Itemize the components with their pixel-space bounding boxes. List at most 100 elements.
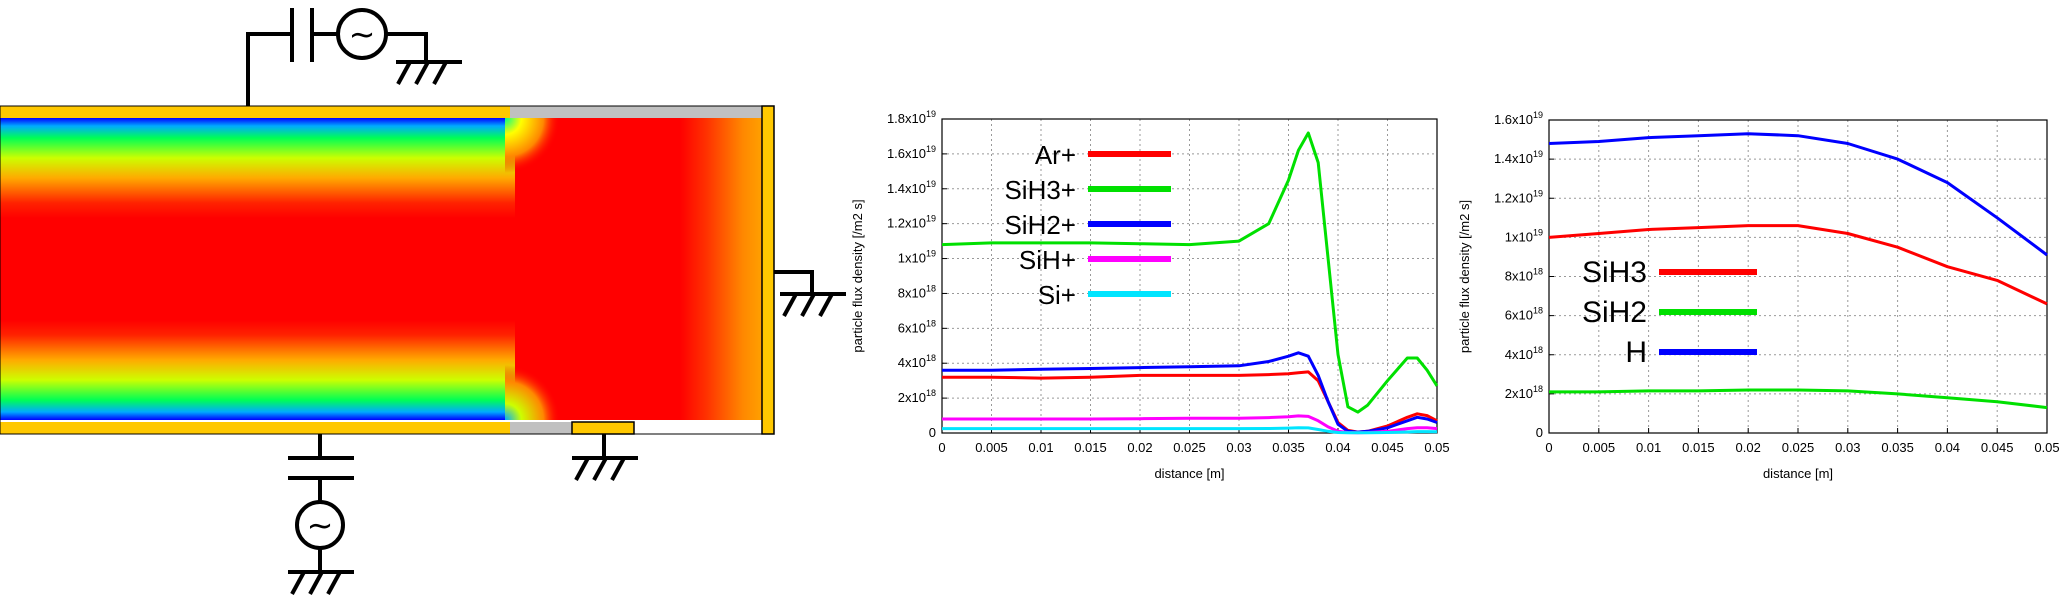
y-tick-label: 6x1018 — [898, 318, 936, 335]
y-tick-mantissa: 4x10 — [1505, 347, 1533, 362]
y-tick-exponent: 19 — [1533, 110, 1543, 120]
ion-flux-chart: 0 0.005 0.01 0.015 0.02 0.025 0.03 0.035 0.04 0.0… — [850, 109, 1450, 481]
legend-label-SiH3: SiH3 — [1582, 256, 1647, 289]
x-tick-label: 0.03 — [1226, 440, 1251, 455]
series-line-SiH3+ — [941, 131, 1439, 414]
x-tick-label: 0.02 — [1736, 440, 1761, 455]
y-tick-mantissa: 1x10 — [1505, 229, 1533, 244]
x-tick-label: 0.005 — [1583, 440, 1616, 455]
x-tick-label: 0.045 — [1371, 440, 1404, 455]
x-tick-label: 0 — [938, 440, 945, 455]
y-tick-label: 1x1019 — [898, 249, 936, 266]
y-tick-mantissa: 2x10 — [898, 390, 926, 405]
side-wall-electrode — [761, 105, 775, 435]
x-tick-label: 0.01 — [1028, 440, 1053, 455]
x-tick-label: 0.035 — [1881, 440, 1914, 455]
y-tick-exponent: 19 — [1533, 149, 1543, 159]
y-tick-exponent: 19 — [926, 249, 936, 259]
legend-label-SiH2+: SiH2+ — [1004, 210, 1076, 240]
y-tick-exponent: 18 — [926, 388, 936, 398]
y-tick-exponent: 18 — [926, 283, 936, 293]
y-tick-exponent: 18 — [1533, 384, 1543, 394]
y-tick-mantissa: 1.4x10 — [887, 181, 926, 196]
x-tick-label: 0.025 — [1782, 440, 1815, 455]
x-axis-label: distance [m] — [1763, 466, 1833, 481]
y-tick-exponent: 18 — [1533, 267, 1543, 277]
y-tick-label: 8x1018 — [1505, 267, 1543, 284]
y-tick-label: 1.6x1019 — [887, 144, 936, 161]
series-line-H — [1548, 132, 2048, 257]
top-rf-circuit — [246, 8, 462, 106]
x-tick-label: 0.04 — [1935, 440, 1960, 455]
y-tick-label: 4x1018 — [1505, 345, 1543, 362]
y-axis-label: particle flux density [/m2 s] — [850, 199, 865, 352]
bottom-ground-ring — [571, 421, 635, 435]
x-tick-label: 0.005 — [975, 440, 1008, 455]
radical-flux-chart: 0 0.005 0.01 0.015 0.02 0.025 0.03 0.035 0.04 0.0… — [1457, 110, 2060, 481]
y-tick-exponent: 18 — [1533, 345, 1543, 355]
y-tick-mantissa: 6x10 — [898, 320, 926, 335]
x-tick-label: 0.015 — [1682, 440, 1715, 455]
y-tick-exponent: 18 — [926, 353, 936, 363]
bottom-rf-circuit — [288, 434, 354, 595]
x-axis-label: distance [m] — [1154, 466, 1224, 481]
legend-label-SiH+: SiH+ — [1019, 245, 1076, 275]
y-tick-mantissa: 0 — [929, 425, 936, 440]
y-tick-mantissa: 2x10 — [1505, 386, 1533, 401]
y-tick-mantissa: 8x10 — [1505, 269, 1533, 284]
x-tick-label: 0.025 — [1173, 440, 1206, 455]
legend-label-Si+: Si+ — [1038, 280, 1076, 310]
y-tick-mantissa: 1.2x10 — [1494, 190, 1533, 205]
y-tick-label: 8x1018 — [898, 283, 936, 300]
legend-label-SiH2: SiH2 — [1582, 296, 1647, 329]
y-tick-label: 2x1018 — [898, 388, 936, 405]
y-axis-label: particle flux density [/m2 s] — [1457, 200, 1472, 353]
y-tick-exponent: 19 — [1533, 227, 1543, 237]
plot-frame — [1548, 119, 2048, 434]
top-insulator — [510, 106, 762, 118]
y-tick-mantissa: 1.4x10 — [1494, 151, 1533, 166]
y-tick-mantissa: 6x10 — [1505, 308, 1533, 323]
y-tick-label: 0 — [929, 425, 936, 440]
y-tick-label: 1.2x1019 — [1494, 188, 1543, 205]
y-tick-mantissa: 1.6x10 — [887, 146, 926, 161]
series-line-SiH2 — [1549, 388, 2048, 410]
y-tick-exponent: 19 — [1533, 188, 1543, 198]
bottom-electrode — [0, 422, 510, 434]
y-tick-exponent: 18 — [926, 318, 936, 328]
y-tick-label: 1.2x1019 — [887, 214, 936, 231]
y-tick-label: 0 — [1536, 425, 1543, 440]
y-tick-exponent: 19 — [926, 179, 936, 189]
series-line-SiH2+ — [942, 351, 1438, 434]
y-tick-mantissa: 1.6x10 — [1494, 112, 1533, 127]
x-tick-label: 0.05 — [1424, 440, 1449, 455]
y-tick-label: 1.4x1019 — [1494, 149, 1543, 166]
reactor-schematic: ~ ~ — [0, 8, 846, 595]
y-tick-label: 1x1019 — [1505, 227, 1543, 244]
y-tick-exponent: 19 — [926, 214, 936, 224]
top-source-glyph: ~ — [349, 15, 376, 53]
bottom-source-glyph: ~ — [307, 506, 334, 544]
series-line-SiH+ — [942, 414, 1438, 435]
side-ground — [774, 270, 846, 317]
series-line-Si+ — [942, 426, 1438, 435]
y-tick-mantissa: 1.8x10 — [887, 111, 926, 126]
y-tick-label: 1.4x1019 — [887, 179, 936, 196]
y-tick-exponent: 19 — [926, 109, 936, 119]
bottom-insulator — [510, 422, 572, 434]
x-tick-label: 0.03 — [1835, 440, 1860, 455]
plasma-density-map — [0, 118, 770, 420]
ring-ground — [572, 434, 638, 481]
x-tick-label: 0.045 — [1981, 440, 2014, 455]
x-tick-label: 0.02 — [1127, 440, 1152, 455]
x-tick-label: 0.01 — [1636, 440, 1661, 455]
y-tick-mantissa: 1x10 — [898, 251, 926, 266]
y-tick-label: 6x1018 — [1505, 306, 1543, 323]
x-tick-label: 0.05 — [2034, 440, 2059, 455]
top-electrode — [0, 106, 510, 118]
series-line-SiH3 — [1548, 224, 2048, 306]
y-tick-mantissa: 1.2x10 — [887, 216, 926, 231]
y-tick-label: 2x1018 — [1505, 384, 1543, 401]
y-tick-exponent: 18 — [1533, 306, 1543, 316]
